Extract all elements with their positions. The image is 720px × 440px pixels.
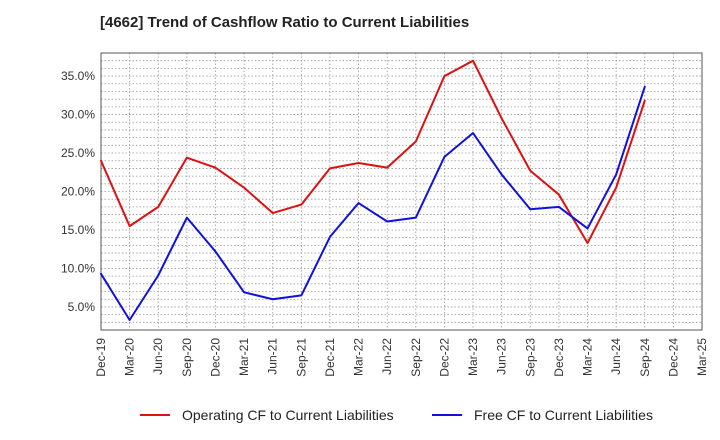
x-tick-label: Mar-22 <box>352 338 366 376</box>
x-tick-label: Dec-21 <box>323 338 337 377</box>
plot-area-frame <box>100 52 703 331</box>
y-tick-label: 25.0% <box>61 146 95 160</box>
grid-lines <box>100 52 703 331</box>
x-tick-label: Sep-21 <box>294 338 308 377</box>
x-tick-label: Mar-20 <box>123 338 137 376</box>
x-tick-label: Sep-24 <box>638 338 652 377</box>
x-tick-label: Dec-19 <box>94 338 108 377</box>
x-tick-label: Sep-20 <box>180 338 194 377</box>
x-tick-label: Sep-22 <box>409 338 423 377</box>
x-tick-label: Dec-23 <box>552 338 566 377</box>
series-line-1 <box>100 85 646 321</box>
data-series <box>100 59 646 321</box>
chart-title: [4662] Trend of Cashflow Ratio to Curren… <box>100 14 470 31</box>
x-tick-label: Jun-24 <box>609 338 623 375</box>
x-tick-label: Mar-24 <box>581 338 595 376</box>
y-tick-label: 35.0% <box>61 69 95 83</box>
x-tick-label: Dec-20 <box>208 338 222 377</box>
x-tick-label: Mar-23 <box>466 338 480 376</box>
series-line-0 <box>100 59 646 245</box>
axis-labels: 5.0% 10.0% 15.0% 20.0% 25.0% 30.0% 35.0% Dec-19… <box>61 69 709 377</box>
legend-item-free-cf: Free CF to Current Liabilities <box>432 404 653 426</box>
x-tick-label: Jun-20 <box>151 338 165 375</box>
x-tick-label: Sep-23 <box>523 338 537 377</box>
y-tick-label: 5.0% <box>68 300 96 314</box>
x-tick-label: Jun-21 <box>266 338 280 375</box>
x-tick-label: Mar-25 <box>695 338 709 376</box>
legend-swatch-operating-cf <box>140 414 170 416</box>
legend: Operating CF to Current Liabilities Free… <box>0 404 720 426</box>
y-tick-label: 20.0% <box>61 185 95 199</box>
y-tick-label: 30.0% <box>61 108 95 122</box>
x-tick-label: Mar-21 <box>237 338 251 376</box>
x-tick-label: Dec-24 <box>666 338 680 377</box>
legend-item-operating-cf: Operating CF to Current Liabilities <box>140 404 394 426</box>
y-tick-label: 10.0% <box>61 261 95 275</box>
y-tick-label: 15.0% <box>61 223 95 237</box>
legend-swatch-free-cf <box>432 414 462 416</box>
legend-label-free-cf: Free CF to Current Liabilities <box>474 407 653 423</box>
x-tick-label: Jun-23 <box>495 338 509 375</box>
legend-label-operating-cf: Operating CF to Current Liabilities <box>182 407 394 423</box>
x-tick-label: Jun-22 <box>380 338 394 375</box>
x-tick-label: Dec-22 <box>437 338 451 377</box>
